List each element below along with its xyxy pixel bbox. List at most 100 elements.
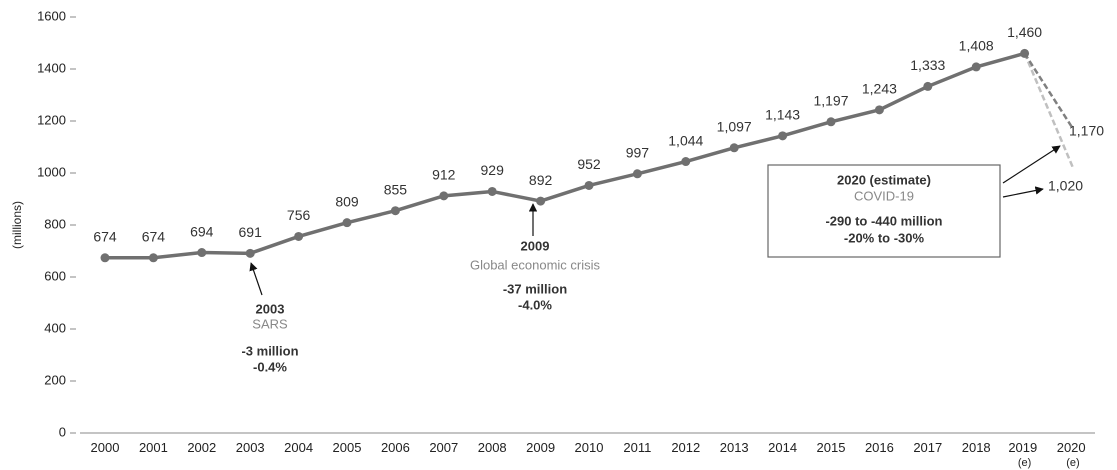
y-tick-label: 0 xyxy=(59,424,66,439)
point xyxy=(536,196,546,206)
x-tick-label-part: 2006 xyxy=(381,440,410,455)
x-tick-label: 2000 xyxy=(91,440,120,455)
x-tick-label-part: 2015 xyxy=(817,440,846,455)
value-label: 1,460 xyxy=(1007,24,1042,40)
x-tick-label: 2008 xyxy=(478,440,507,455)
x-tick-label-part: 2000 xyxy=(91,440,120,455)
value-label: 809 xyxy=(335,193,359,209)
series-line xyxy=(1023,52,1075,169)
annotation-line: -37 million xyxy=(503,281,567,296)
series-line xyxy=(105,51,1026,260)
value-label: 855 xyxy=(384,181,408,197)
point xyxy=(923,81,933,91)
x-tick-label-part: 2013 xyxy=(720,440,749,455)
value-label: 674 xyxy=(142,228,166,244)
x-tick-label-part: 2009 xyxy=(526,440,555,455)
x-tick-label: 2013 xyxy=(720,440,749,455)
value-label: 1,170 xyxy=(1069,123,1104,139)
point xyxy=(439,191,449,201)
value-label: 1,333 xyxy=(910,57,945,73)
x-tick-label: 2003 xyxy=(236,440,265,455)
point xyxy=(390,206,400,216)
x-tick-label: 2014 xyxy=(768,440,797,455)
annotation-title: 2009 xyxy=(521,238,550,253)
x-tick-label: 2010 xyxy=(575,440,604,455)
value-label: 694 xyxy=(190,223,214,239)
x-tick-label-part: 2014 xyxy=(768,440,797,455)
value-label: 1,408 xyxy=(959,38,994,54)
point xyxy=(294,231,304,241)
point xyxy=(681,157,691,167)
x-tick-label: 2019 (e) xyxy=(1008,440,1041,468)
value-label: 1,197 xyxy=(813,92,848,108)
point xyxy=(971,62,981,72)
value-label: 1,020 xyxy=(1048,178,1083,194)
y-tick-label: 400 xyxy=(44,320,66,335)
annotation-line: -20% to -30% xyxy=(844,230,925,245)
x-tick-label: 2004 xyxy=(284,440,313,455)
value-label: 1,097 xyxy=(717,118,752,134)
x-tick-label: 2006 xyxy=(381,440,410,455)
y-tick-label: 200 xyxy=(44,372,66,387)
x-tick-label-part: 2020 xyxy=(1057,440,1090,455)
annotation-subtitle: Global economic crisis xyxy=(470,257,601,272)
series-line xyxy=(1023,52,1075,130)
annotation-line: -4.0% xyxy=(518,297,552,312)
x-tick-label: 2007 xyxy=(429,440,458,455)
x-tick-label-part: 2008 xyxy=(478,440,507,455)
y-tick-label: 600 xyxy=(44,268,66,283)
value-label: 952 xyxy=(577,156,601,172)
value-label: 691 xyxy=(239,224,263,240)
y-tick-label: 1600 xyxy=(37,8,66,23)
point xyxy=(632,169,642,179)
x-tick-label: 2001 xyxy=(139,440,168,455)
x-tick-label: 2009 xyxy=(526,440,555,455)
y-tick-label: 1000 xyxy=(37,164,66,179)
y-tick-label: 1400 xyxy=(37,60,66,75)
x-tick-label-part: 2011 xyxy=(623,440,651,455)
point xyxy=(487,186,497,196)
annotation-box xyxy=(767,164,1001,258)
value-label: 674 xyxy=(93,228,117,244)
point xyxy=(342,218,352,228)
x-tick-label: 2016 xyxy=(865,440,894,455)
value-label: 1,143 xyxy=(765,107,800,123)
x-tick-label: 2002 xyxy=(187,440,216,455)
arrow xyxy=(249,262,263,296)
x-tick-label-part: (e) xyxy=(1018,457,1031,469)
value-label: 892 xyxy=(529,172,553,188)
value-label: 997 xyxy=(626,144,650,160)
point xyxy=(100,253,110,263)
x-tick-label-part: 2007 xyxy=(429,440,458,455)
x-tick-label: 2011 xyxy=(623,440,651,455)
annotation-title: 2020 (estimate) xyxy=(837,172,931,187)
value-label: 929 xyxy=(481,162,505,178)
arrow xyxy=(1002,145,1061,184)
x-tick-label-part: 2017 xyxy=(913,440,942,455)
point xyxy=(874,105,884,115)
x-tick-label-part: (e) xyxy=(1066,457,1079,469)
value-label: 1,243 xyxy=(862,81,897,97)
x-tick-label: 2012 xyxy=(671,440,700,455)
arrow xyxy=(1002,186,1044,198)
y-tick-label: 800 xyxy=(44,216,66,231)
annotation-line: -3 million xyxy=(241,343,298,358)
point xyxy=(245,248,255,258)
y-tick-label: 1200 xyxy=(37,112,66,127)
annotation-subtitle: SARS xyxy=(252,316,288,331)
x-tick-label-part: 2003 xyxy=(236,440,265,455)
x-tick-label-part: 2001 xyxy=(139,440,168,455)
point xyxy=(148,253,158,263)
point xyxy=(584,180,594,190)
annotation-line: -290 to -440 million xyxy=(825,213,942,228)
annotation-line: -0.4% xyxy=(253,359,287,374)
x-tick-label-part: 2004 xyxy=(284,440,313,455)
x-tick-label: 2017 xyxy=(913,440,942,455)
x-tick-label: 2015 xyxy=(817,440,846,455)
annotation-subtitle: COVID-19 xyxy=(854,188,914,203)
y-axis-label: (millions) xyxy=(10,201,24,249)
x-tick-label-part: 2019 xyxy=(1008,440,1041,455)
x-tick-label-part: 2005 xyxy=(333,440,362,455)
value-label: 912 xyxy=(432,167,456,183)
x-tick-label-part: 2012 xyxy=(671,440,700,455)
